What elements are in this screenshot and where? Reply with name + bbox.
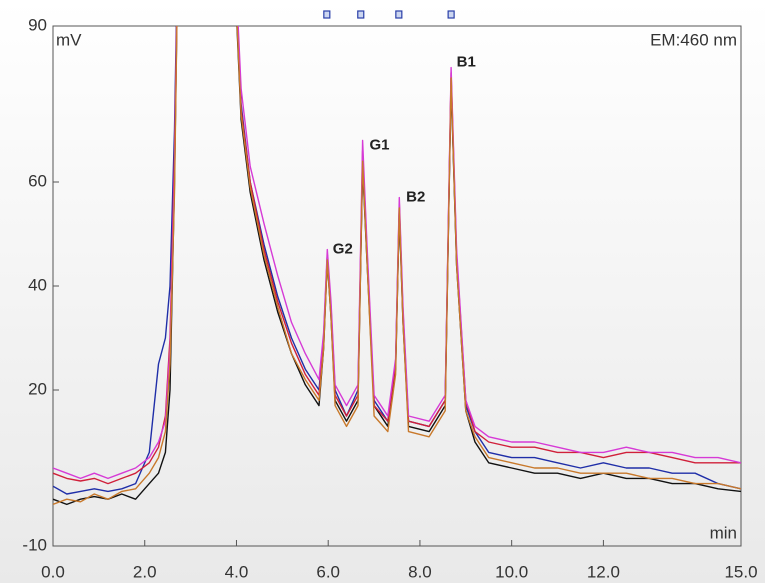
trace-line	[53, 26, 741, 506]
event-marker	[395, 10, 403, 19]
event-marker	[323, 10, 331, 19]
event-marker	[357, 10, 365, 19]
y-tick-label: -10	[22, 535, 47, 554]
x-tick-label: 6.0	[316, 562, 340, 581]
y-tick-label: 90	[28, 15, 47, 34]
event-marker	[447, 10, 455, 19]
x-tick-label: 10.0	[495, 562, 528, 581]
x-tick-label: 8.0	[408, 562, 432, 581]
peak-label: G1	[369, 137, 389, 154]
trace-line	[53, 26, 741, 480]
x-tick-label: 4.0	[225, 562, 249, 581]
peak-label: G2	[333, 241, 353, 258]
peak-label: B2	[406, 189, 425, 206]
y-tick-label: 60	[28, 171, 47, 190]
x-tick-label: 15.0	[724, 562, 757, 581]
trace-line	[53, 26, 741, 506]
x-tick-label: 2.0	[133, 562, 157, 581]
y-tick-label: 40	[28, 275, 47, 294]
y-tick-label: 20	[28, 379, 47, 398]
plot-area	[53, 26, 741, 506]
x-axis-label: min	[710, 523, 737, 542]
corner-label: EM:460 nm	[650, 30, 737, 49]
y-axis-label: mV	[56, 30, 82, 49]
x-tick-label: 0.0	[41, 562, 65, 581]
peak-label: B1	[457, 53, 476, 70]
x-tick-label: 12.0	[587, 562, 620, 581]
